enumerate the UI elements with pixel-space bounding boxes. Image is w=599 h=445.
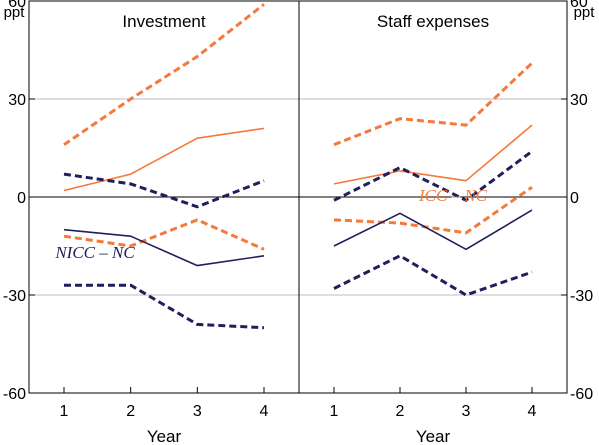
x-tick-label: 1 xyxy=(330,403,339,420)
y-tick-label-left: -30 xyxy=(3,288,26,305)
y-tick-label-left: -60 xyxy=(3,386,26,403)
y-unit-left: ppt xyxy=(4,4,26,21)
series-line-icc-solid xyxy=(333,124,533,185)
series-line-nicc-dashed xyxy=(333,254,533,297)
series-line-nicc-dashed xyxy=(63,172,265,209)
series-line-icc-dashed xyxy=(333,185,533,235)
plot-frame xyxy=(28,0,568,394)
series-lines xyxy=(63,3,534,330)
y-tick-label-left: 60 xyxy=(8,0,26,11)
series-line-nicc-solid xyxy=(333,209,533,251)
x-tick-label: 4 xyxy=(260,403,269,420)
series-line-nicc-dashed xyxy=(333,150,533,202)
y-tick-label-left: 30 xyxy=(8,92,26,109)
series-line-nicc-dashed xyxy=(64,283,265,330)
y-tick-label-right: 60 xyxy=(570,0,588,11)
y-tick-label-right: -30 xyxy=(570,288,593,305)
series-line-icc-dashed xyxy=(63,3,265,146)
y-tick-label-right: -60 xyxy=(570,386,593,403)
x-tick-label: 3 xyxy=(193,403,202,420)
y-unit-right: ppt xyxy=(574,4,596,21)
x-axis-title: Year xyxy=(147,427,182,445)
x-tick-label: 2 xyxy=(126,403,135,420)
x-tick-label: 3 xyxy=(462,403,471,420)
x-tick-label: 4 xyxy=(528,403,537,420)
annotation-icc-nc: ICC – NC xyxy=(418,186,488,205)
x-tick-label: 1 xyxy=(60,403,69,420)
y-tick-label-right: 30 xyxy=(570,92,588,109)
x-tick-label: 2 xyxy=(396,403,405,420)
y-tick-label-right: 0 xyxy=(570,190,579,207)
series-line-icc-dashed xyxy=(333,62,534,147)
x-axis-title: Year xyxy=(416,427,451,445)
series-line-icc-solid xyxy=(63,127,265,192)
series-line-nicc-solid xyxy=(63,228,265,267)
panel-title: Staff expenses xyxy=(377,12,489,31)
gridlines xyxy=(29,98,567,296)
annotation-nicc-nc: NICC – NC xyxy=(54,243,135,262)
panel-title: Investment xyxy=(122,12,205,31)
series-line-icc-dashed xyxy=(63,218,265,251)
y-tick-label-left: 0 xyxy=(17,190,26,207)
